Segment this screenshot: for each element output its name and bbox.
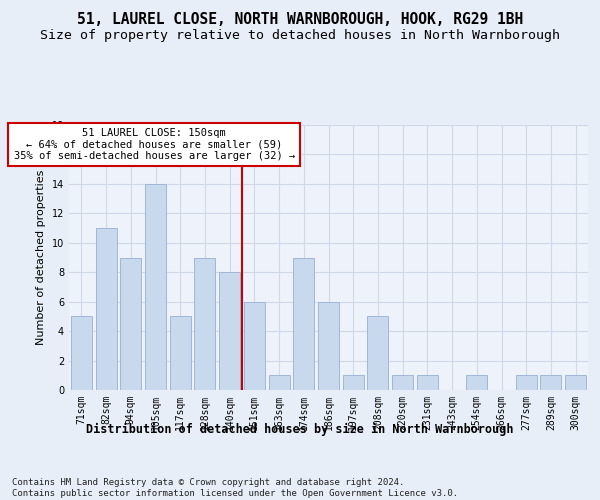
Bar [541, 376, 562, 390]
Y-axis label: Number of detached properties: Number of detached properties [36, 170, 46, 345]
Bar [170, 316, 191, 390]
Bar [466, 376, 487, 390]
Bar [293, 258, 314, 390]
Bar [120, 258, 141, 390]
Bar [194, 258, 215, 390]
Bar [367, 316, 388, 390]
Bar [95, 228, 116, 390]
Bar [392, 376, 413, 390]
Bar [343, 376, 364, 390]
Bar [565, 376, 586, 390]
Text: 51 LAUREL CLOSE: 150sqm
← 64% of detached houses are smaller (59)
35% of semi-de: 51 LAUREL CLOSE: 150sqm ← 64% of detache… [14, 128, 295, 161]
Bar [269, 376, 290, 390]
Bar [417, 376, 438, 390]
Bar [219, 272, 240, 390]
Bar [318, 302, 339, 390]
Text: Distribution of detached houses by size in North Warnborough: Distribution of detached houses by size … [86, 422, 514, 436]
Text: Contains HM Land Registry data © Crown copyright and database right 2024.
Contai: Contains HM Land Registry data © Crown c… [12, 478, 458, 498]
Bar [244, 302, 265, 390]
Bar [71, 316, 92, 390]
Bar [145, 184, 166, 390]
Bar [516, 376, 537, 390]
Text: Size of property relative to detached houses in North Warnborough: Size of property relative to detached ho… [40, 28, 560, 42]
Text: 51, LAUREL CLOSE, NORTH WARNBOROUGH, HOOK, RG29 1BH: 51, LAUREL CLOSE, NORTH WARNBOROUGH, HOO… [77, 12, 523, 28]
